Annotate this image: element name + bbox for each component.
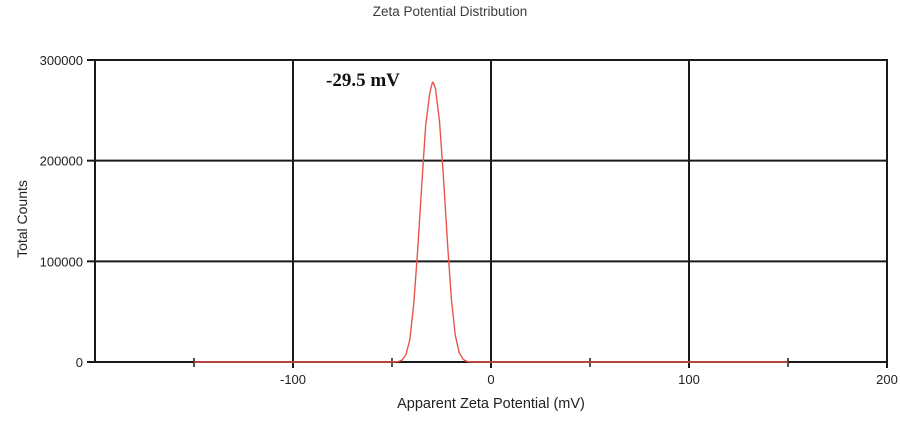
- y-axis-label: Total Counts: [14, 180, 30, 258]
- peak-value-annotation: -29.5 mV: [326, 70, 400, 91]
- x-axis-label: Apparent Zeta Potential (mV): [397, 396, 585, 412]
- x-tick-label: 200: [876, 372, 898, 387]
- y-tick-label: 300000: [40, 53, 83, 68]
- chart-title: Zeta Potential Distribution: [372, 4, 528, 19]
- y-tick-label: 100000: [40, 254, 83, 269]
- y-tick-label: 200000: [40, 154, 83, 169]
- y-tick-label: 0: [76, 355, 83, 370]
- series-line: [194, 81, 788, 363]
- x-tick-label: 0: [487, 372, 494, 387]
- x-tick-label: -100: [280, 372, 306, 387]
- x-tick-label: 100: [678, 372, 700, 387]
